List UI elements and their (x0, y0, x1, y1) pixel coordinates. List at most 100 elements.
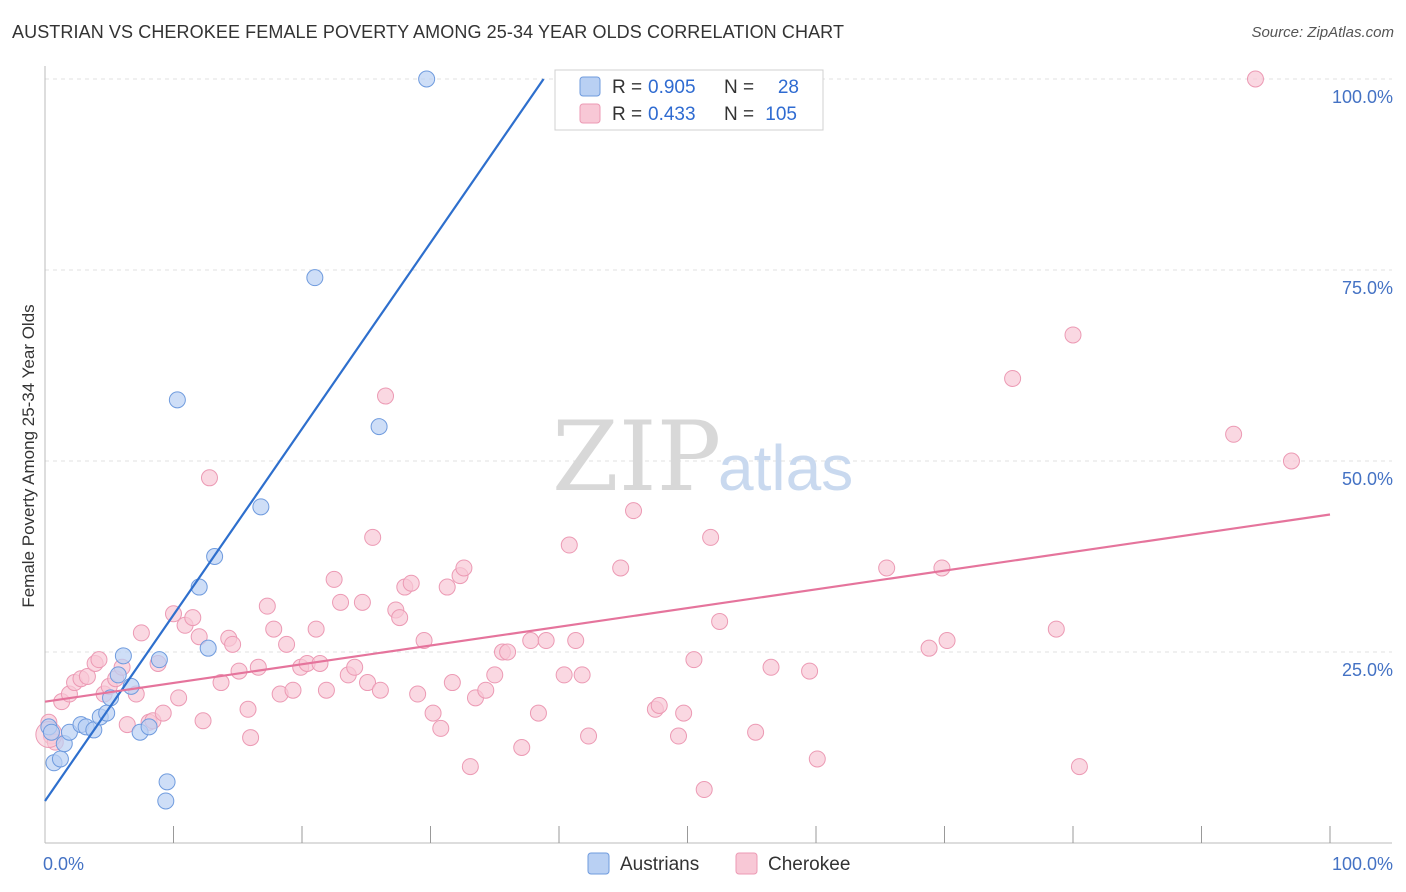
watermark: ZIP atlas (552, 401, 853, 513)
cherokee-point-74 (529, 704, 547, 722)
watermark-zip: ZIP (552, 401, 721, 513)
austrians-point-18 (158, 773, 176, 791)
cherokee-point-91 (747, 723, 765, 741)
cherokee-point-44 (317, 681, 335, 699)
legend-n-label-cherokee: N = (724, 104, 754, 125)
cherokee-point-34 (249, 658, 267, 676)
austrians-point-3 (51, 750, 69, 768)
cherokee-point-30 (224, 635, 242, 653)
watermark-atlas: atlas (718, 432, 853, 504)
austrians-point-22 (199, 639, 217, 657)
cherokee-point-42 (307, 620, 325, 638)
austrians-point-12 (109, 666, 127, 684)
bottom-legend-label-austrians: Austrians (620, 854, 699, 875)
austrians-point-24 (252, 498, 270, 516)
cherokee-point-51 (364, 528, 382, 546)
cherokee-point-96 (920, 639, 938, 657)
cherokee-point-97 (933, 559, 951, 577)
cherokee-point-36 (265, 620, 283, 638)
cherokee-point-61 (432, 719, 450, 737)
cherokee-point-93 (801, 662, 819, 680)
tick-labels: 25.0% 50.0% 75.0% 100.0% 0.0% 100.0% (43, 87, 1393, 874)
cherokee-point-85 (670, 727, 688, 745)
cherokee-point-103 (1225, 425, 1243, 443)
cherokee-point-52 (371, 681, 389, 699)
y-tick-label-25: 25.0% (1342, 660, 1393, 680)
legend-n-value-austrians: 28 (778, 77, 799, 98)
cherokee-point-84 (650, 696, 668, 714)
cherokee-point-76 (555, 666, 573, 684)
cherokee-point-72 (513, 739, 531, 756)
cherokee-point-63 (443, 674, 461, 692)
bottom-legend-swatch-austrians (587, 852, 610, 875)
cherokee-point-71 (499, 643, 517, 661)
cherokee-point-87 (685, 651, 703, 669)
cherokee-point-86 (675, 704, 693, 722)
axes (44, 66, 1392, 844)
cherokee-point-99 (1004, 369, 1022, 387)
cherokee-point-81 (612, 559, 630, 577)
cherokee-trend-line (44, 513, 1331, 703)
trend-lines (44, 78, 1331, 802)
bottom-legend-label-cherokee: Cherokee (768, 854, 850, 875)
austrians-point-14 (122, 677, 140, 695)
correlation-legend: R = 0.905 N = 28 R = 0.433 N = 105 (554, 69, 824, 131)
y-tick-label-50: 50.0% (1342, 469, 1393, 489)
legend-n-label-austrians: N = (724, 77, 754, 98)
austrians-point-26 (370, 418, 388, 436)
cherokee-point-90 (711, 612, 729, 630)
cherokee-point-82 (625, 502, 643, 520)
cherokee-point-25 (190, 628, 208, 646)
cherokee-point-100 (1047, 620, 1065, 638)
cherokee-point-77 (560, 536, 578, 554)
cherokee-point-66 (461, 758, 479, 776)
cherokee-point-20 (154, 704, 172, 722)
cherokee-point-98 (938, 632, 956, 650)
legend-r-value-austrians: 0.905 (648, 77, 696, 98)
x-tick-label-max: 100.0% (1332, 854, 1393, 874)
cherokee-point-28 (212, 674, 230, 692)
legend-r-label-cherokee: R = (612, 104, 642, 125)
cherokee-point-35 (258, 597, 276, 615)
cherokee-point-75 (537, 632, 555, 650)
austrians-point-19 (157, 792, 175, 810)
cherokee-point-31 (230, 662, 248, 680)
cherokee-point-69 (486, 666, 504, 684)
cherokee-point-27 (200, 469, 218, 487)
cherokee-point-50 (359, 674, 377, 692)
legend-r-value-cherokee: 0.433 (648, 104, 696, 125)
cherokee-point-105 (1282, 452, 1300, 470)
grid-lines (45, 78, 1392, 653)
cherokee-point-73 (522, 632, 540, 650)
cherokee-point-89 (702, 528, 720, 546)
cherokee-point-48 (346, 658, 364, 676)
cherokee-point-55 (391, 609, 409, 627)
y-axis-label: Female Poverty Among 25-34 Year Olds (19, 304, 38, 607)
cherokee-point-95 (878, 559, 896, 577)
series-legend: Austrians Cherokee (587, 852, 850, 875)
cherokee-point-16 (132, 624, 150, 642)
cherokee-point-79 (573, 666, 591, 684)
y-tick-label-100: 100.0% (1332, 87, 1393, 107)
austrians-point-17 (150, 651, 168, 669)
cherokee-point-92 (762, 658, 780, 676)
chart-source: Source: ZipAtlas.com (1251, 24, 1394, 41)
cherokee-point-68 (477, 681, 495, 699)
cherokee-point-101 (1064, 326, 1082, 344)
cherokee-point-22 (170, 689, 188, 707)
cherokee-point-59 (415, 632, 433, 650)
cherokee-point-65 (455, 559, 473, 577)
legend-n-value-cherokee: 105 (765, 104, 797, 125)
cherokee-point-80 (580, 727, 598, 745)
legend-r-label-austrians: R = (612, 77, 642, 98)
cherokee-point-26 (194, 712, 212, 730)
cherokee-point-38 (278, 635, 296, 653)
chart-title: AUSTRIAN VS CHEROKEE FEMALE POVERTY AMON… (12, 22, 845, 42)
austrians-point-27 (418, 70, 436, 88)
cherokee-point-60 (424, 704, 442, 722)
cherokee-point-33 (242, 729, 260, 747)
cherokee-point-78 (567, 632, 585, 650)
austrians-point-20 (168, 391, 186, 409)
austrians-point-16 (140, 718, 158, 736)
